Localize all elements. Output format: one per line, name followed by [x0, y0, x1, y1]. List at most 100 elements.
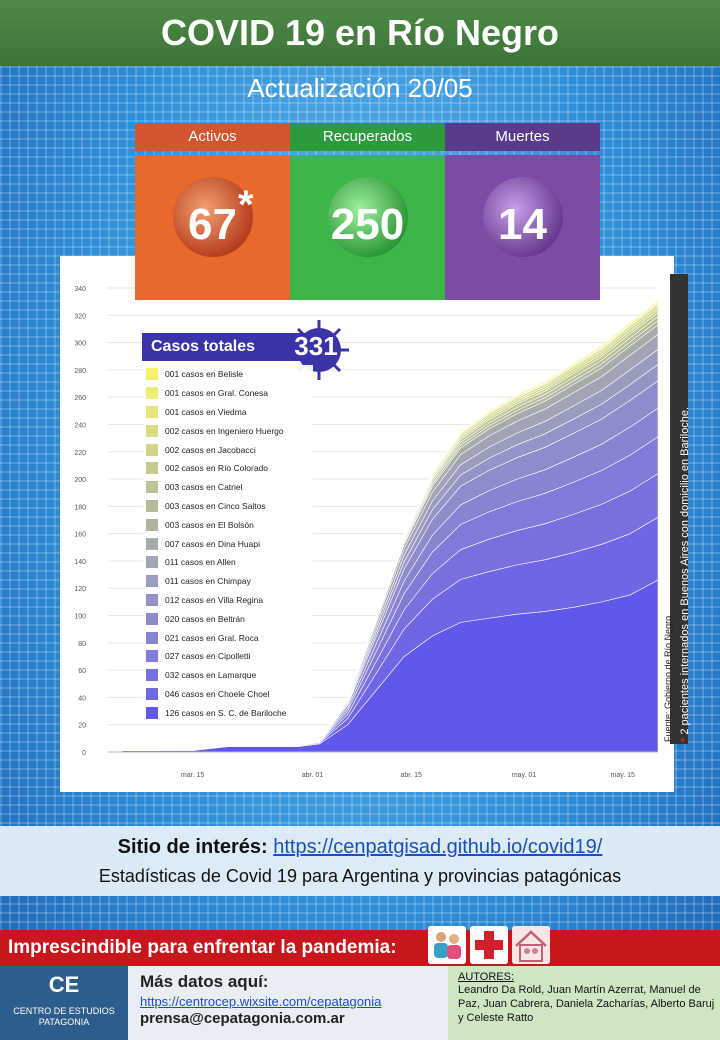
legend-swatch	[146, 669, 158, 682]
legend-item: 032 casos en Lamarque	[143, 666, 313, 685]
legend-label: 001 casos en Gral. Conesa	[165, 388, 269, 399]
legend-label: 012 casos en Villa Regina	[165, 594, 264, 605]
more-data-title: Más datos aquí:	[140, 972, 269, 991]
legend-swatch	[146, 443, 158, 456]
stacked-area-chart: 0 20 40 60 80 100 120 140 160 180 200 220 240 260 280 3…	[74, 286, 659, 779]
y-tick-label: 180	[74, 504, 86, 511]
legend-swatch	[146, 481, 158, 494]
x-tick-label: abr. 15	[400, 772, 422, 779]
virus-icon	[173, 177, 253, 257]
legend-item: 001 casos en Gral. Conesa	[143, 384, 313, 403]
legend-label: 001 casos en Viedma	[165, 406, 247, 417]
legend-label: 007 casos en Dina Huapi	[165, 538, 260, 549]
stat-note-asterisk: *	[238, 183, 254, 227]
update-date: Actualización 20/05	[247, 73, 473, 103]
legend-label: 021 casos en Gral. Roca	[165, 632, 259, 643]
legend-item: 020 casos en Beltrán	[143, 609, 313, 628]
more-data-link[interactable]: https://centrocep.wixsite.com/cepatagoni…	[140, 994, 382, 1009]
y-tick-label: 40	[78, 695, 86, 702]
y-tick-label: 60	[78, 668, 86, 675]
stat-box-recovered: 250	[290, 155, 445, 300]
legend-swatch	[146, 687, 158, 700]
x-tick-label: mar. 15	[181, 772, 204, 779]
x-tick-label: may. 01	[512, 772, 536, 779]
legend-swatch	[146, 424, 158, 437]
header-bar: COVID 19 en Río Negro	[0, 0, 720, 66]
stat-label-active: Activos	[135, 123, 290, 151]
x-tick-label: may. 15	[611, 772, 635, 779]
y-tick-label: 260	[74, 395, 86, 402]
contact-email[interactable]: prensa@cepatagonia.com.ar	[140, 1010, 345, 1027]
legend-label: 046 casos en Choele Choel	[165, 688, 270, 699]
y-tick-label: 320	[74, 313, 86, 320]
legend-label: 002 casos en Jacobacci	[165, 444, 256, 455]
legend-label: 002 casos en Ingeniero Huergo	[165, 425, 284, 436]
org-name: CENTRO DE ESTUDIOS PATAGONIA	[13, 1006, 115, 1027]
y-tick-label: 220	[74, 450, 86, 457]
y-tick-label: 140	[74, 559, 86, 566]
legend-item: 007 casos en Dina Huapi	[143, 534, 313, 553]
chart-legend: 001 casos en Belisle 001 casos en Gral. C…	[143, 365, 313, 723]
total-cases-label: Casos totales	[142, 333, 312, 361]
legend-swatch	[146, 387, 158, 400]
legend-label: 003 casos en Catriel	[165, 482, 243, 493]
interest-band: Sitio de interés: https://cenpatgisad.gi…	[0, 826, 720, 896]
interest-link[interactable]: https://cenpatgisad.github.io/covid19/	[273, 836, 603, 858]
stat-box-active: 67 *	[135, 155, 290, 300]
virus-icon	[483, 177, 563, 257]
authors-list: Leandro Da Rold, Juan Martín Azerrat, Ma…	[458, 984, 715, 1024]
legend-item: 002 casos en Ingeniero Huergo	[143, 421, 313, 440]
legend-label: 027 casos en Cipolletti	[165, 651, 251, 662]
y-tick-label: 340	[74, 286, 86, 293]
more-data-box: Más datos aquí: https://centrocep.wixsit…	[128, 966, 448, 1040]
interest-description: Estadísticas de Covid 19 para Argentina …	[98, 866, 622, 886]
legend-label: 001 casos en Belisle	[165, 369, 243, 380]
legend-item: 011 casos en Chimpay	[143, 572, 313, 591]
legend-item: 027 casos en Cipolletti	[143, 647, 313, 666]
legend-label: 032 casos en Lamarque	[165, 670, 257, 681]
banner-text: Imprescindible para enfrentar la pandemi…	[8, 937, 397, 958]
authors-title: AUTORES:	[458, 971, 515, 983]
virus-icon	[289, 320, 349, 380]
total-cases-value: 331	[294, 331, 338, 361]
legend-swatch	[146, 575, 158, 588]
legend-label: 002 casos en Río Colorado	[165, 463, 269, 474]
legend-label: 020 casos en Beltrán	[165, 613, 245, 624]
legend-label: 126 casos en S. C. de Bariloche	[165, 707, 287, 718]
x-tick-label: abr. 01	[302, 772, 324, 779]
stay-home-icon	[512, 926, 550, 964]
y-tick-label: 200	[74, 477, 86, 484]
family-icon	[428, 926, 466, 964]
legend-label: 011 casos en Allen	[165, 557, 236, 568]
legend-label: 011 casos en Chimpay	[165, 576, 251, 587]
interest-label: Sitio de interés:	[117, 836, 268, 858]
legend-swatch	[146, 556, 158, 569]
pandemic-banner: Imprescindible para enfrentar la pandemi…	[0, 930, 720, 966]
legend-swatch	[146, 650, 158, 663]
y-tick-label: 240	[74, 422, 86, 429]
legend-item: 003 casos en Catriel	[143, 478, 313, 497]
y-tick-label: 280	[74, 368, 86, 375]
y-tick-label: 120	[74, 586, 86, 593]
note-star: *	[679, 737, 691, 742]
y-tick-label: 0	[82, 750, 86, 757]
legend-label: 003 casos en Cinco Saltos	[165, 500, 266, 511]
note-text: 2 pacientes internados en Buenos Aires c…	[679, 406, 691, 735]
legend-item: 001 casos en Viedma	[143, 403, 313, 422]
legend-label: 003 casos en El Bolsón	[165, 519, 254, 530]
page-title: COVID 19 en Río Negro	[160, 12, 560, 53]
area-series	[122, 299, 659, 751]
legend-swatch	[146, 368, 158, 381]
legend-item: 021 casos en Gral. Roca	[143, 628, 313, 647]
legend-item: 002 casos en Río Colorado	[143, 459, 313, 478]
interest-line: Sitio de interés: https://cenpatgisad.gi…	[0, 836, 720, 859]
stat-value-active: 67	[188, 200, 237, 249]
footer: CE CENTRO DE ESTUDIOS PATAGONIA Más dato…	[0, 966, 720, 1040]
legend-item: 003 casos en El Bolsón	[143, 515, 313, 534]
legend-item: 126 casos en S. C. de Bariloche	[143, 703, 313, 722]
legend-swatch	[146, 706, 158, 719]
authors-box: AUTORES: Leandro Da Rold, Juan Martín Az…	[448, 966, 720, 1040]
y-tick-label: 80	[78, 641, 86, 648]
legend-item: 003 casos en Cinco Saltos	[143, 497, 313, 516]
stat-value-deaths: 14	[498, 200, 547, 249]
